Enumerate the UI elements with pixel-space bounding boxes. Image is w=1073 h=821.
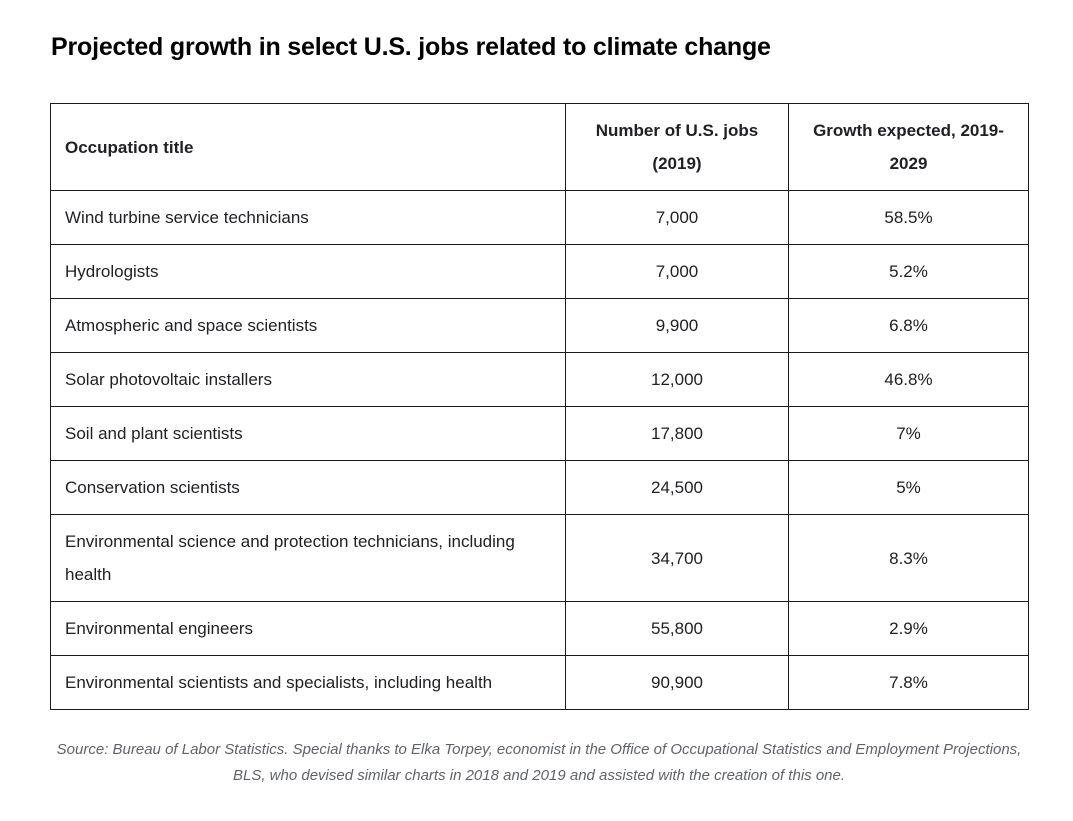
table-row: Solar photovoltaic installers 12,000 46.…: [50, 352, 1029, 407]
growth-cell: 8.3%: [788, 514, 1029, 602]
table-row: Atmospheric and space scientists 9,900 6…: [50, 298, 1029, 353]
jobs-cell: 34,700: [565, 514, 789, 602]
growth-cell: 46.8%: [788, 352, 1029, 407]
table-body: Wind turbine service technicians 7,000 5…: [50, 190, 1029, 710]
occupation-cell: Conservation scientists: [50, 460, 566, 515]
table-row: Conservation scientists 24,500 5%: [50, 460, 1029, 515]
header-row: Occupation title Number of U.S. jobs (20…: [50, 103, 1029, 191]
occupation-cell: Environmental science and protection tec…: [50, 514, 566, 602]
table-row: Wind turbine service technicians 7,000 5…: [50, 190, 1029, 245]
growth-cell: 5.2%: [788, 244, 1029, 299]
growth-cell: 5%: [788, 460, 1029, 515]
growth-cell: 58.5%: [788, 190, 1029, 245]
growth-cell: 7%: [788, 406, 1029, 461]
growth-cell: 2.9%: [788, 601, 1029, 656]
occupation-cell: Hydrologists: [50, 244, 566, 299]
jobs-cell: 7,000: [565, 190, 789, 245]
jobs-cell: 90,900: [565, 655, 789, 710]
occupation-cell: Environmental scientists and specialists…: [50, 655, 566, 710]
jobs-table: Occupation title Number of U.S. jobs (20…: [50, 103, 1029, 710]
table-row: Environmental scientists and specialists…: [50, 655, 1029, 710]
table-row: Environmental science and protection tec…: [50, 514, 1029, 602]
occupation-cell: Wind turbine service technicians: [50, 190, 566, 245]
growth-cell: 6.8%: [788, 298, 1029, 353]
occupation-cell: Atmospheric and space scientists: [50, 298, 566, 353]
occupation-cell: Environmental engineers: [50, 601, 566, 656]
page-title: Projected growth in select U.S. jobs rel…: [51, 33, 771, 61]
source-note: Source: Bureau of Labor Statistics. Spec…: [56, 741, 1022, 784]
growth-cell: 7.8%: [788, 655, 1029, 710]
occupation-cell: Solar photovoltaic installers: [50, 352, 566, 407]
column-header-growth-expected: Growth expected, 2019-2029: [788, 103, 1029, 191]
column-header-occupation-title: Occupation title: [50, 103, 566, 191]
table-row: Soil and plant scientists 17,800 7%: [50, 406, 1029, 461]
jobs-cell: 7,000: [565, 244, 789, 299]
table-row: Hydrologists 7,000 5.2%: [50, 244, 1029, 299]
table-header: Occupation title Number of U.S. jobs (20…: [50, 103, 1029, 191]
jobs-cell: 24,500: [565, 460, 789, 515]
jobs-cell: 12,000: [565, 352, 789, 407]
jobs-cell: 55,800: [565, 601, 789, 656]
column-header-number-of-jobs: Number of U.S. jobs (2019): [565, 103, 789, 191]
occupation-cell: Soil and plant scientists: [50, 406, 566, 461]
jobs-cell: 17,800: [565, 406, 789, 461]
jobs-cell: 9,900: [565, 298, 789, 353]
table-row: Environmental engineers 55,800 2.9%: [50, 601, 1029, 656]
